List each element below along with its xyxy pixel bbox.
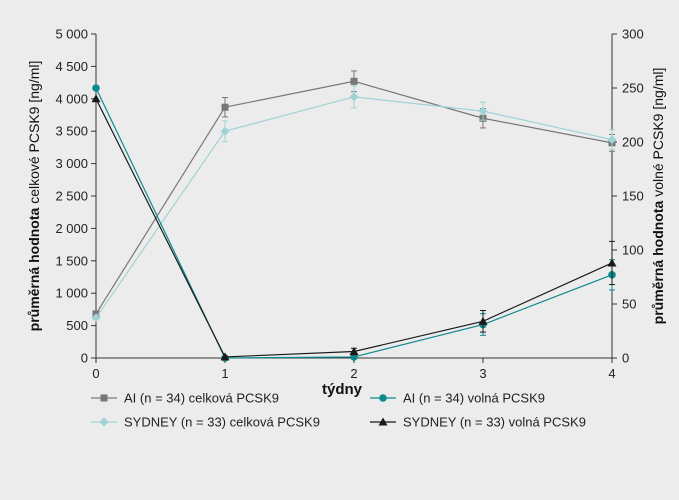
data-point — [349, 347, 359, 356]
legend-label: SYDNEY (n = 33) celková PCSK9 — [124, 415, 320, 430]
series-line — [95, 98, 613, 358]
data-point — [220, 126, 230, 136]
y-axis-left-title: průměrná hodnota celkové PCSK9 [ng/ml] — [26, 61, 42, 332]
x-tick-label: 1 — [221, 366, 228, 381]
series-3 — [92, 84, 616, 362]
y-axis-left-title-rest: celkové PCSK9 [ng/ml] — [26, 61, 42, 208]
data-point — [221, 103, 229, 111]
series-line — [95, 80, 613, 315]
y-left-tick-label: 3 500 — [55, 124, 88, 139]
series-line — [95, 96, 613, 319]
y-left-tick-label: 5 000 — [55, 27, 88, 42]
x-tick-label: 3 — [479, 366, 486, 381]
series-4 — [91, 94, 617, 361]
data-point — [91, 313, 101, 323]
y-right-tick-label: 0 — [622, 351, 629, 366]
y-left-tick-label: 4 000 — [55, 91, 88, 106]
legend-item-3: SYDNEY (n = 33) celková PCSK9 — [91, 415, 320, 430]
y-right-tick-label: 50 — [622, 297, 636, 312]
y-axis-left-title-bold: průměrná hodnota — [26, 207, 42, 331]
legend-item-1: AI (n = 34) celková PCSK9 — [91, 391, 279, 406]
legend-label: SYDNEY (n = 33) volná PCSK9 — [403, 415, 586, 430]
y-right-tick-label: 250 — [622, 81, 644, 96]
series-2 — [91, 85, 617, 323]
y-left-tick-label: 2 000 — [55, 221, 88, 236]
y-right-tick-label: 100 — [622, 243, 644, 258]
data-point — [350, 77, 358, 85]
y-right-tick-label: 150 — [622, 189, 644, 204]
legend-marker — [100, 394, 108, 402]
legend-marker — [379, 394, 387, 402]
x-tick-label: 2 — [350, 366, 357, 381]
legend-item-4: SYDNEY (n = 33) volná PCSK9 — [370, 415, 586, 430]
data-point — [607, 135, 617, 145]
x-tick-label: 0 — [92, 366, 99, 381]
y-axis-right-title-bold: průměrná hodnota — [650, 200, 666, 324]
y-right-tick-label: 200 — [622, 135, 644, 150]
legend-marker — [378, 417, 388, 426]
series-layer — [91, 70, 617, 362]
y-axis-right-title: průměrná hodnota volné PCSK9 [ng/ml] — [650, 68, 666, 325]
legend-label: AI (n = 34) celková PCSK9 — [124, 391, 279, 406]
legend-label: AI (n = 34) volná PCSK9 — [403, 391, 545, 406]
data-point — [478, 316, 488, 325]
legend-item-2: AI (n = 34) volná PCSK9 — [370, 391, 545, 406]
y-left-tick-label: 0 — [81, 351, 88, 366]
legend-marker — [99, 417, 109, 427]
data-point — [220, 352, 230, 361]
data-point — [607, 258, 617, 267]
data-point — [349, 92, 359, 102]
data-point — [92, 84, 100, 92]
legend: AI (n = 34) celková PCSK9 AI (n = 34) vol… — [91, 391, 586, 430]
x-axis-title: týdny — [322, 381, 363, 398]
y-left-tick-label: 3 000 — [55, 156, 88, 171]
y-axis-right-title-rest: volné PCSK9 [ng/ml] — [650, 68, 666, 201]
y-left-tick-label: 1 000 — [55, 286, 88, 301]
y-left-tick-label: 500 — [66, 318, 88, 333]
data-point — [478, 106, 488, 116]
y-left-tick-label: 1 500 — [55, 253, 88, 268]
x-tick-label: 4 — [608, 366, 615, 381]
y-left-tick-label: 2 500 — [55, 189, 88, 204]
y-right-tick-label: 300 — [622, 27, 644, 42]
data-point — [91, 94, 101, 103]
y-left-tick-label: 4 500 — [55, 59, 88, 74]
